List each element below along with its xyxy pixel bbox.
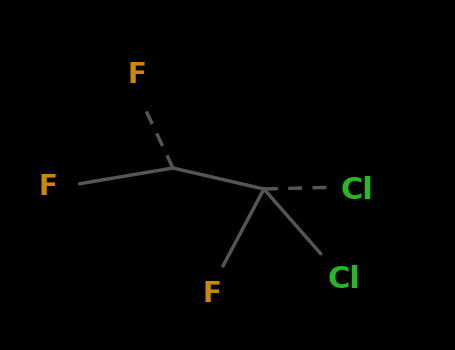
Text: F: F (38, 173, 57, 201)
Text: F: F (127, 61, 146, 89)
Text: Cl: Cl (341, 176, 374, 205)
Text: F: F (202, 280, 221, 308)
Text: Cl: Cl (327, 266, 360, 294)
